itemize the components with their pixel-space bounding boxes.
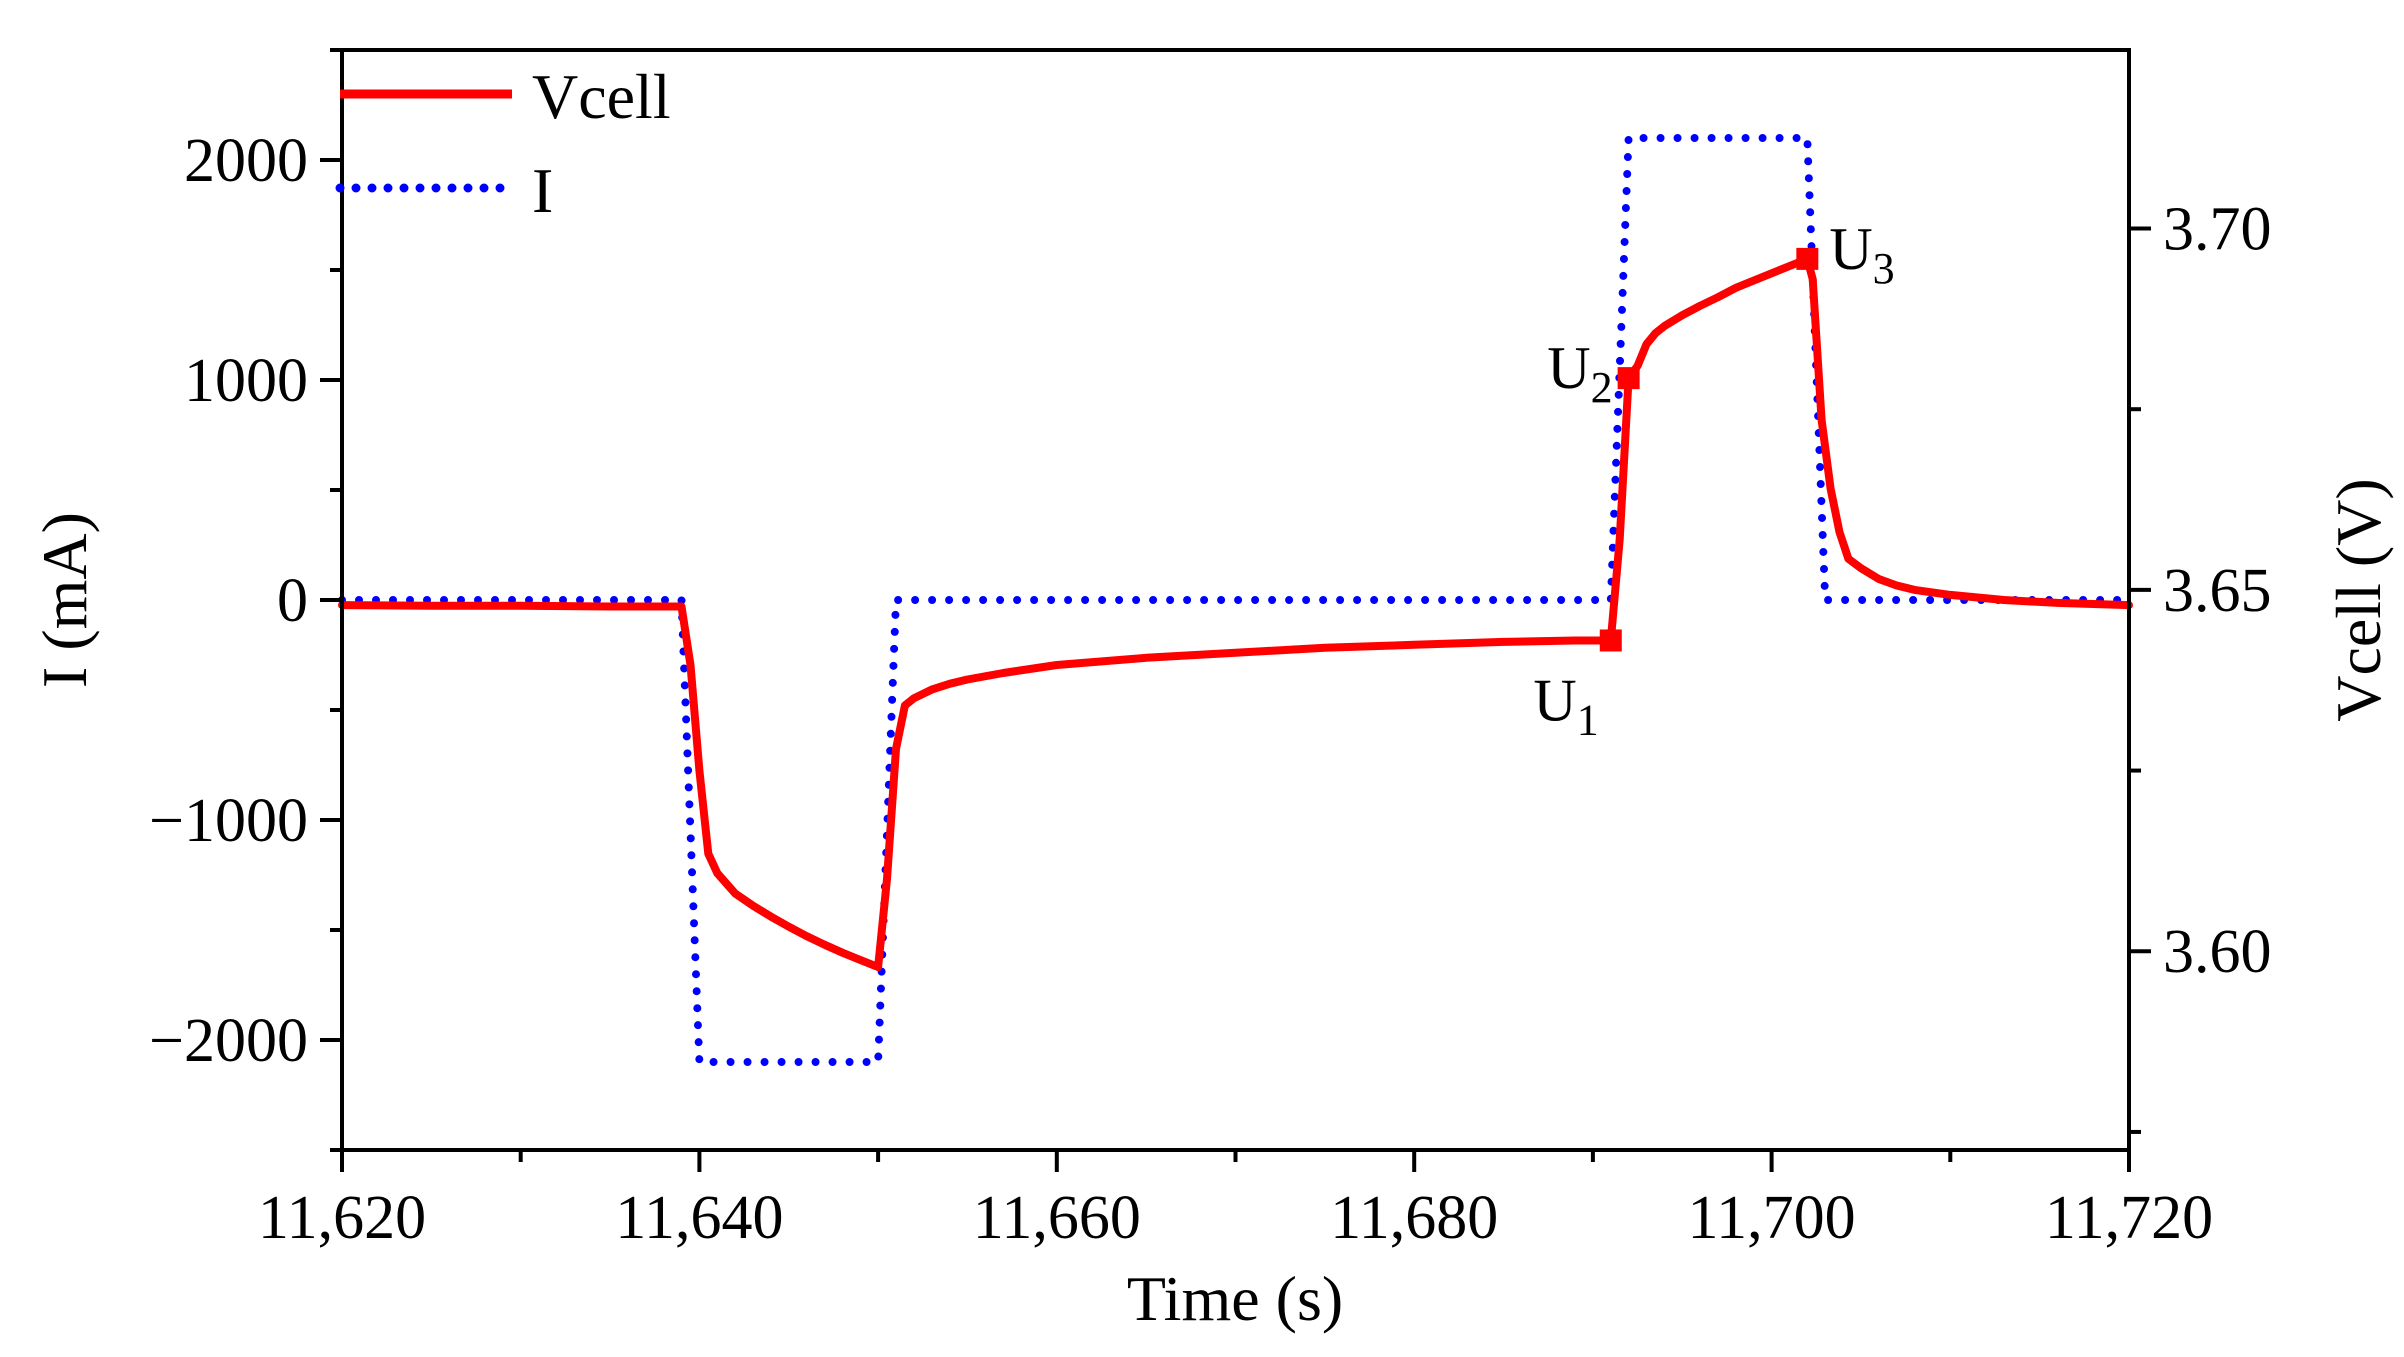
series-line-vcell	[338, 254, 2133, 972]
x-tick-label: 11,700	[1687, 1184, 1855, 1252]
y-left-axis-title: I (mA)	[29, 512, 100, 688]
x-tick-label: 11,720	[2045, 1184, 2213, 1252]
x-tick-label: 11,640	[615, 1184, 783, 1252]
y-right-tick-label: 3.60	[2163, 918, 2272, 986]
y-right-ticks: 3.70 3.65 3.60	[2129, 196, 2272, 1134]
x-tick-label: 11,620	[258, 1184, 426, 1252]
markers: U1 U2 U3	[1533, 216, 1894, 745]
marker-u2	[1617, 367, 1640, 390]
legend-label-i: I	[532, 155, 553, 226]
x-tick-label: 11,680	[1330, 1184, 1498, 1252]
y-right-tick-label: 3.65	[2163, 557, 2272, 625]
y-left-ticks: 2000 1000 0 −1000 −2000	[149, 48, 342, 1152]
x-axis-title: Time (s)	[1127, 1263, 1343, 1334]
y-left-tick-label: 0	[277, 567, 308, 635]
series-layer	[338, 134, 2133, 1066]
marker-label-u3: U3	[1829, 216, 1894, 293]
y-right-axis-title: Vcell (V)	[2323, 478, 2394, 721]
marker-label-u1: U1	[1533, 667, 1598, 744]
y-left-tick-label: −1000	[149, 787, 308, 855]
y-left-tick-label: 2000	[184, 127, 308, 195]
y-left-tick-label: 1000	[184, 347, 308, 415]
marker-u1	[1599, 629, 1622, 652]
legend-label-vcell: Vcell	[532, 61, 671, 132]
legend: Vcell I	[335, 61, 671, 226]
x-tick-label: 11,660	[973, 1184, 1141, 1252]
marker-label-u2: U2	[1547, 335, 1612, 412]
y-right-tick-label: 3.70	[2163, 196, 2272, 264]
marker-u3	[1796, 247, 1819, 270]
y-left-tick-label: −2000	[149, 1007, 308, 1075]
x-ticks: 11,620 11,640 11,660 11,680 11,700 11,720	[258, 1150, 2213, 1252]
